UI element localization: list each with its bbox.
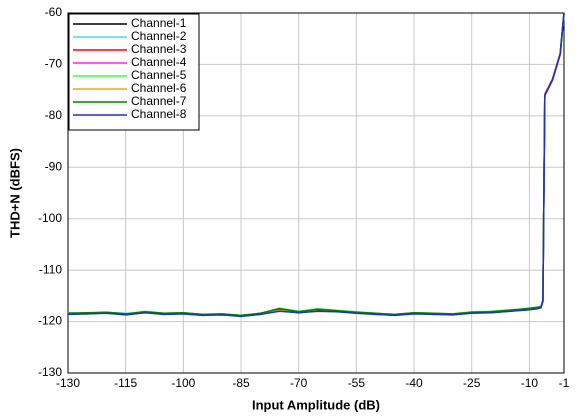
y-tick-label: -80 [45,108,63,122]
x-tick-label: -10 [521,376,539,390]
x-axis-title: Input Amplitude (dB) [252,397,380,412]
y-tick-label: -120 [38,314,62,328]
x-tick-label: -55 [348,376,366,390]
y-tick-label: -130 [38,365,62,379]
x-tick-label: -130 [56,376,80,390]
x-tick-label: -25 [463,376,481,390]
legend-label: Channel-7 [131,94,187,108]
y-tick-label: -60 [45,5,63,19]
y-axis-title: THD+N (dBFS) [7,148,22,238]
y-tick-label: -100 [38,211,62,225]
series-line [67,12,565,317]
x-tick-label: -1 [559,376,570,390]
x-tick-label: -85 [232,376,250,390]
x-tick-label: -100 [171,376,195,390]
legend-box [68,13,200,131]
plot-frame [67,12,565,374]
y-tick-label: -90 [45,159,63,173]
x-tick-label: -40 [405,376,423,390]
x-tick-label: -70 [290,376,308,390]
x-tick-label: -115 [114,376,137,390]
legend-label: Channel-1 [131,16,187,30]
legend-label: Channel-6 [131,81,187,95]
series-line [67,12,565,318]
legend-label: Channel-4 [131,55,187,69]
legend-label: Channel-8 [131,107,187,121]
legend-label: Channel-2 [131,29,187,43]
y-tick-label: -70 [45,57,63,71]
legend-label: Channel-5 [131,68,187,82]
legend-label: Channel-3 [131,42,187,56]
y-tick-label: -110 [39,262,62,276]
